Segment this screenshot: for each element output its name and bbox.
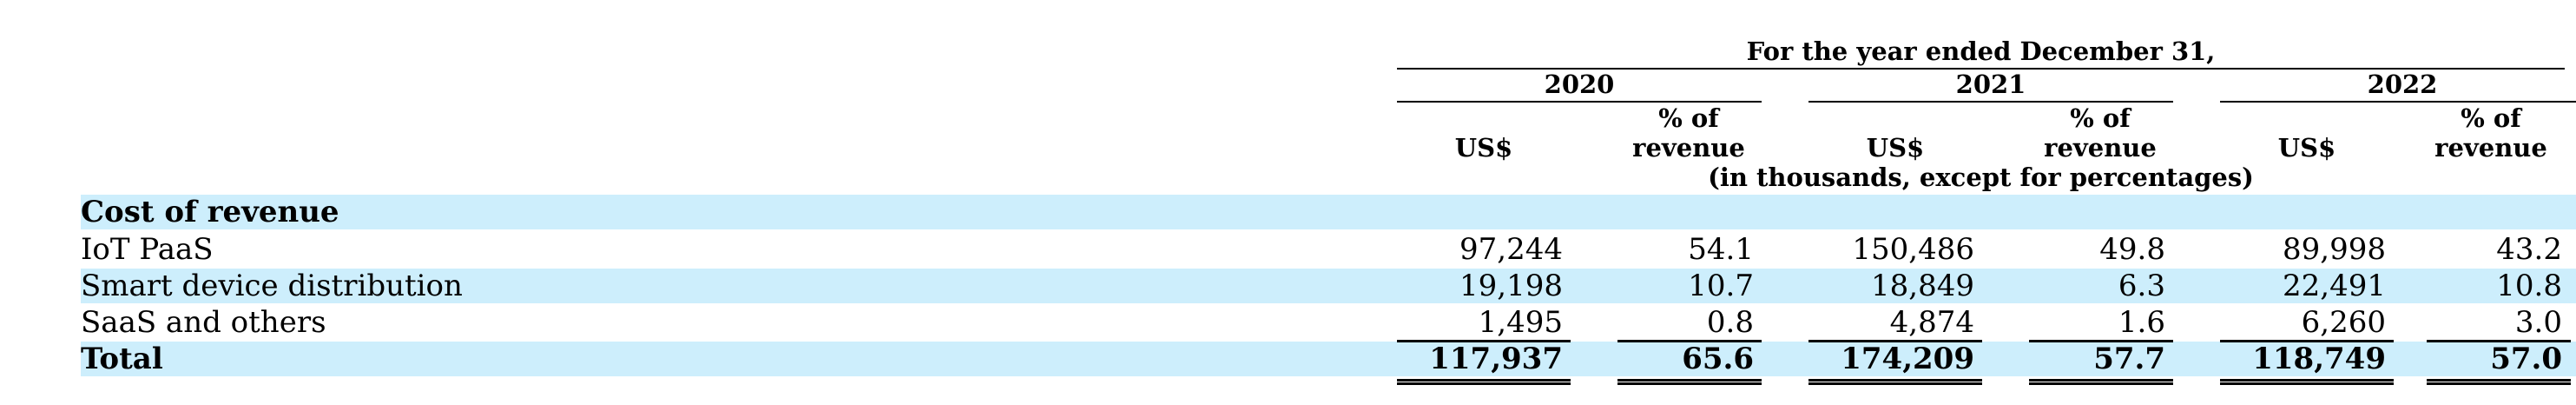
col-usd-2021: US$ bbox=[1866, 133, 1925, 163]
cell-total-2021-usd: 174,209 bbox=[1841, 342, 1974, 376]
section-band bbox=[81, 195, 2576, 229]
section-title: Cost of revenue bbox=[81, 195, 339, 229]
cell-smart-device-2020-usd: 19,198 bbox=[1459, 269, 1563, 303]
cell-total-2020-usd: 117,937 bbox=[1429, 342, 1563, 376]
cell-total-2021-pct: 57.7 bbox=[2093, 342, 2165, 376]
cell-saas-2020-pct: 0.8 bbox=[1706, 305, 1754, 340]
year-2022-rule bbox=[2220, 101, 2576, 103]
cell-iot-paas-2020-usd: 97,244 bbox=[1459, 232, 1563, 267]
double-underline-2020-usd bbox=[1397, 379, 1571, 385]
underline-2021-usd bbox=[1808, 340, 1982, 342]
double-underline-2022-pct bbox=[2427, 379, 2571, 385]
cell-saas-2021-pct: 1.6 bbox=[2118, 305, 2165, 340]
year-2020-rule bbox=[1397, 101, 1762, 103]
cell-iot-paas-2022-usd: 89,998 bbox=[2283, 232, 2386, 267]
underline-2021-pct bbox=[2029, 340, 2173, 342]
underline-2020-pct bbox=[1617, 340, 1762, 342]
col-pct-2021-line1: % of bbox=[2070, 103, 2131, 133]
cell-smart-device-2021-usd: 18,849 bbox=[1871, 269, 1974, 303]
year-2021-rule bbox=[1808, 101, 2173, 103]
double-underline-2020-pct bbox=[1617, 379, 1762, 385]
units-note: (in thousands, except for percentages) bbox=[1708, 163, 2254, 192]
row-label-saas: SaaS and others bbox=[81, 305, 326, 340]
period-heading: For the year ended December 31, bbox=[1746, 37, 2216, 66]
underline-2020-usd bbox=[1397, 340, 1571, 342]
underline-2022-usd bbox=[2220, 340, 2394, 342]
cell-iot-paas-2021-usd: 150,486 bbox=[1852, 232, 1974, 267]
cell-saas-2020-usd: 1,495 bbox=[1478, 305, 1563, 340]
total-band bbox=[81, 342, 2576, 376]
year-2021-heading: 2021 bbox=[1955, 70, 2026, 99]
row-label-smart-device: Smart device distribution bbox=[81, 269, 463, 303]
row-label-total: Total bbox=[81, 342, 163, 376]
cell-saas-2021-usd: 4,874 bbox=[1889, 305, 1974, 340]
underline-2022-pct bbox=[2427, 340, 2571, 342]
col-usd-2020: US$ bbox=[1454, 133, 1513, 163]
cell-smart-device-2020-pct: 10.7 bbox=[1688, 269, 1754, 303]
period-rule bbox=[1397, 68, 2565, 70]
cell-saas-2022-pct: 3.0 bbox=[2514, 305, 2562, 340]
col-pct-2021-line2: revenue bbox=[2044, 133, 2157, 163]
row-label-iot-paas: IoT PaaS bbox=[81, 232, 214, 267]
cell-total-2022-pct: 57.0 bbox=[2490, 342, 2562, 376]
cell-iot-paas-2020-pct: 54.1 bbox=[1688, 232, 1754, 267]
col-usd-2022: US$ bbox=[2277, 133, 2336, 163]
cell-iot-paas-2021-pct: 49.8 bbox=[2099, 232, 2165, 267]
col-pct-2022-line1: % of bbox=[2461, 103, 2521, 133]
col-pct-2020-line2: revenue bbox=[1632, 133, 1745, 163]
cell-smart-device-2022-usd: 22,491 bbox=[2283, 269, 2386, 303]
cell-total-2020-pct: 65.6 bbox=[1682, 342, 1754, 376]
year-2020-heading: 2020 bbox=[1544, 70, 1615, 99]
year-2022-heading: 2022 bbox=[2367, 70, 2438, 99]
cell-saas-2022-usd: 6,260 bbox=[2301, 305, 2386, 340]
cell-smart-device-2021-pct: 6.3 bbox=[2118, 269, 2165, 303]
cell-total-2022-usd: 118,749 bbox=[2252, 342, 2386, 376]
double-underline-2022-usd bbox=[2220, 379, 2394, 385]
col-pct-2020-line1: % of bbox=[1658, 103, 1719, 133]
cell-iot-paas-2022-pct: 43.2 bbox=[2496, 232, 2562, 267]
double-underline-2021-usd bbox=[1808, 379, 1982, 385]
cell-smart-device-2022-pct: 10.8 bbox=[2496, 269, 2562, 303]
col-pct-2022-line2: revenue bbox=[2434, 133, 2547, 163]
row-band-smart-device bbox=[81, 269, 2576, 303]
double-underline-2021-pct bbox=[2029, 379, 2173, 385]
